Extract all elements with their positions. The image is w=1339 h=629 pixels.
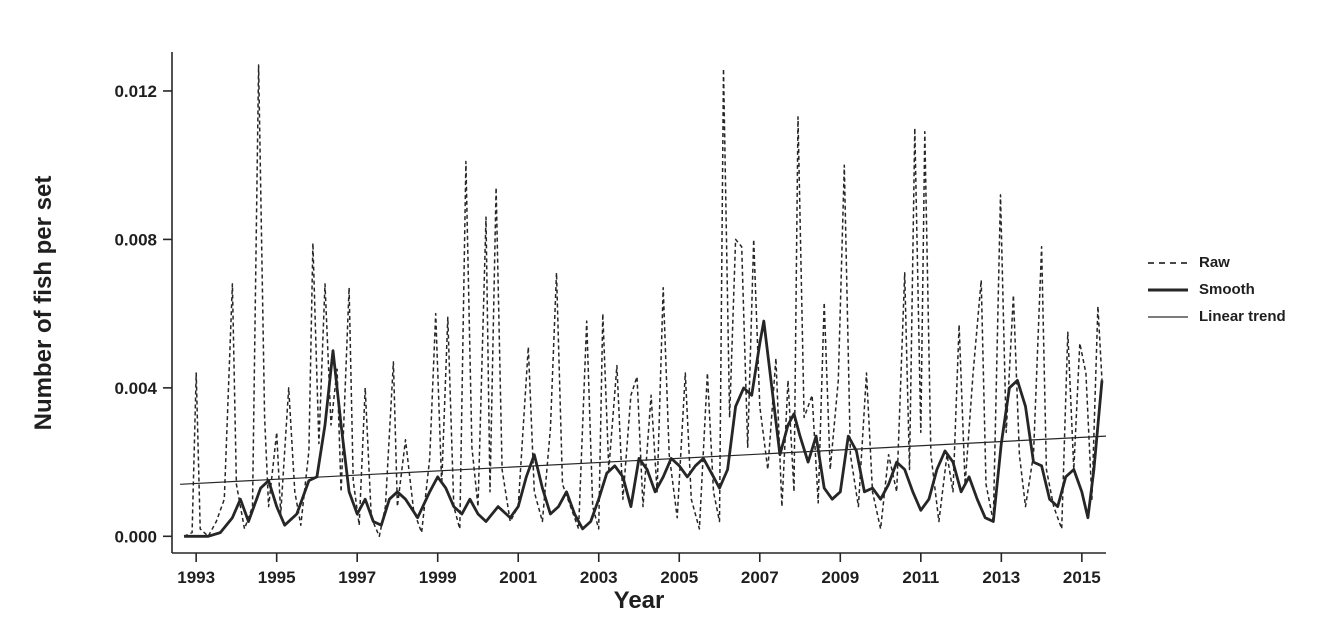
x-tick-label: 2011 [902, 568, 939, 587]
legend-item-smooth: Smooth [1148, 281, 1286, 299]
x-axis-title: Year [613, 587, 665, 614]
y-tick-label: 0.000 [114, 527, 157, 546]
y-tick-label: 0.008 [114, 230, 157, 249]
x-tick-label: 2005 [660, 568, 698, 587]
x-tick-label: 1997 [338, 568, 376, 587]
x-tick-label: 2015 [1063, 568, 1101, 587]
y-tick-label: 0.012 [114, 82, 157, 101]
linear-trend-thin-line-icon [1148, 316, 1188, 318]
legend-item-raw: Raw [1148, 254, 1286, 272]
x-tick-label: 1993 [177, 568, 215, 587]
x-tick-label: 2013 [982, 568, 1020, 587]
raw-series-line [183, 64, 1103, 538]
x-tick-label: 2007 [741, 568, 779, 587]
y-axis-title: Number of fish per set [30, 175, 57, 431]
raw-dashed-line-icon [1148, 262, 1188, 264]
x-tick-label: 2003 [580, 568, 618, 587]
smooth-thick-line-icon [1148, 288, 1188, 292]
legend: Raw Smooth Linear trend [1148, 254, 1286, 326]
x-tick-label: 1995 [258, 568, 296, 587]
y-tick-label: 0.004 [114, 379, 157, 398]
x-tick-label: 2001 [499, 568, 537, 587]
legend-item-linear-trend: Linear trend [1148, 308, 1286, 326]
x-tick-label: 1999 [419, 568, 457, 587]
legend-label-linear-trend: Linear trend [1199, 308, 1286, 325]
x-tick-label: 2009 [821, 568, 859, 587]
legend-label-raw: Raw [1199, 254, 1230, 271]
legend-label-smooth: Smooth [1199, 281, 1255, 298]
linear-trend-series-line [180, 435, 1107, 485]
